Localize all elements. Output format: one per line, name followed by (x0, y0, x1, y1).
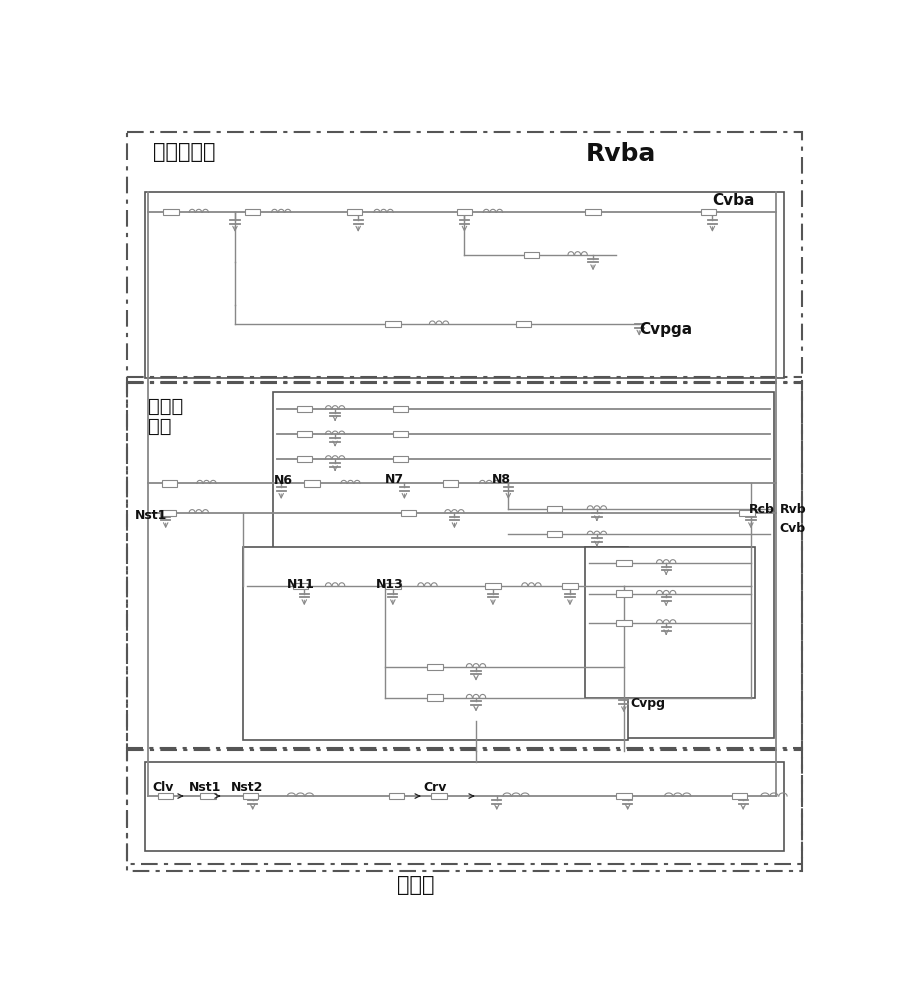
Bar (158, 793, 173, 799)
Bar (297, 431, 312, 437)
Bar (145, 762, 784, 851)
Bar (385, 321, 401, 327)
Bar (243, 793, 258, 799)
Text: Cvpg: Cvpg (630, 698, 665, 710)
Bar (516, 321, 532, 327)
Text: Cvba: Cvba (712, 193, 755, 208)
Text: Cvpga: Cvpga (639, 322, 692, 337)
Bar (616, 620, 631, 626)
Text: Clv: Clv (152, 781, 174, 794)
Text: Cvb: Cvb (779, 522, 805, 535)
Bar (427, 664, 443, 670)
Bar (401, 510, 416, 516)
Bar (616, 793, 631, 799)
Bar (245, 209, 260, 215)
Bar (161, 480, 177, 487)
Bar (297, 456, 312, 462)
Bar (393, 456, 408, 462)
Bar (274, 392, 774, 738)
Bar (243, 547, 628, 740)
Bar (127, 750, 803, 864)
Text: N7: N7 (385, 473, 405, 486)
Text: Nst2: Nst2 (231, 781, 264, 794)
Bar (547, 531, 562, 537)
Text: 右冠状动脉: 右冠状动脉 (152, 142, 215, 162)
Bar (457, 209, 473, 215)
Bar (443, 480, 458, 487)
Text: Rvba: Rvba (585, 142, 656, 166)
Text: Crv: Crv (424, 781, 447, 794)
Text: 体循环: 体循环 (397, 875, 434, 895)
Bar (389, 793, 405, 799)
Bar (297, 406, 312, 412)
Text: Rvb: Rvb (779, 503, 806, 516)
Bar (200, 793, 216, 799)
Bar (585, 547, 755, 698)
Text: Rcb: Rcb (748, 503, 775, 516)
Bar (562, 583, 578, 589)
Bar (161, 510, 176, 516)
Bar (732, 793, 747, 799)
Bar (393, 431, 408, 437)
Bar (739, 510, 755, 516)
Bar (427, 694, 443, 701)
Bar (616, 560, 631, 566)
Bar (385, 583, 401, 589)
Bar (293, 583, 308, 589)
Text: 动脉: 动脉 (148, 416, 171, 435)
Text: N13: N13 (375, 578, 404, 591)
Text: N6: N6 (274, 474, 292, 487)
Bar (616, 590, 631, 597)
Bar (701, 209, 717, 215)
Bar (304, 480, 319, 487)
Bar (145, 192, 784, 378)
Bar (585, 209, 600, 215)
Bar (547, 506, 562, 512)
Bar (523, 252, 539, 258)
Text: N11: N11 (287, 578, 315, 591)
Bar (485, 583, 501, 589)
Bar (432, 793, 447, 799)
Bar (163, 209, 179, 215)
Bar (393, 406, 408, 412)
Text: Nst1: Nst1 (189, 781, 221, 794)
Bar (346, 209, 362, 215)
Text: 左冠状: 左冠状 (148, 397, 183, 416)
Text: Nst1: Nst1 (135, 509, 167, 522)
Text: N8: N8 (492, 473, 511, 486)
Bar (127, 382, 803, 748)
